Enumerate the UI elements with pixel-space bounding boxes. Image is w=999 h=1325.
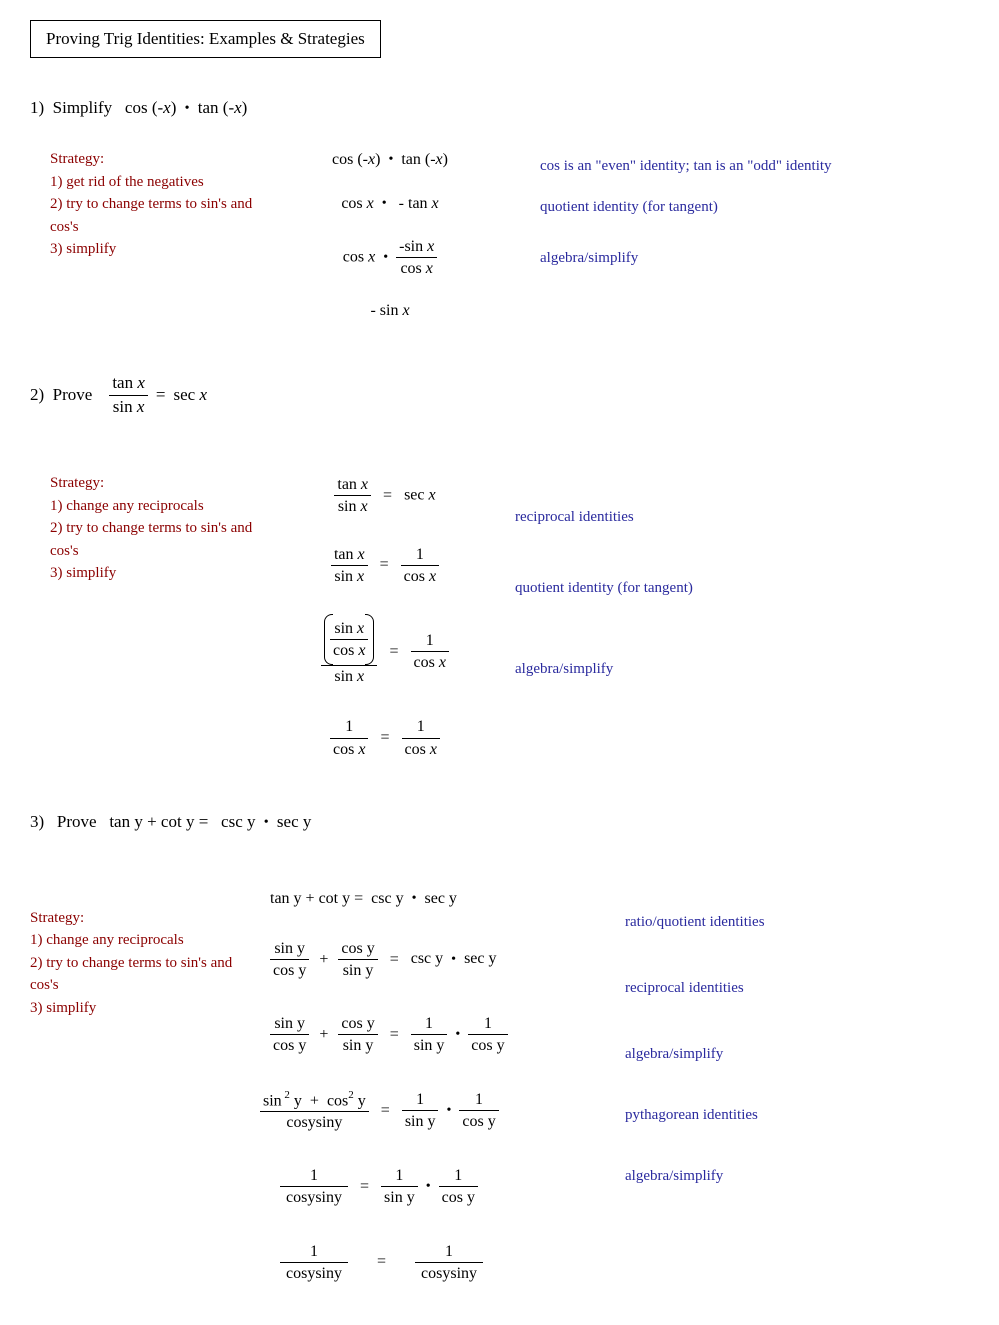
work-line: cos x • - tan x <box>255 195 525 213</box>
problem-2-work: tan xsin x = sec x tan xsin x = 1cos x s… <box>270 467 500 767</box>
problem-3-strategy: Strategy: 1) change any reciprocals 2) t… <box>30 882 260 1020</box>
note-line: quotient identity (for tangent) <box>515 578 969 599</box>
problem-2-notes: reciprocal identities quotient identity … <box>500 467 969 680</box>
work-line: 1cosysiny = 1cosysiny <box>260 1242 610 1283</box>
note-line: cos is an "even" identity; tan is an "od… <box>540 156 969 177</box>
problem-2-strategy: Strategy: 1) change any reciprocals 2) t… <box>30 467 270 585</box>
problem-1-body: Strategy: 1) get rid of the negatives 2)… <box>30 143 969 328</box>
work-line: sin ycos y + cos ysin y = 1sin y • 1cos … <box>260 1014 610 1055</box>
problem-1-strategy: Strategy: 1) get rid of the negatives 2)… <box>30 143 255 261</box>
note-line: pythagorean identities <box>625 1105 969 1126</box>
work-line: 1cosysiny = 1sin y • 1cos y <box>260 1166 610 1207</box>
document-title: Proving Trig Identities: Examples & Stra… <box>30 20 381 58</box>
strategy-heading: Strategy: <box>50 148 255 171</box>
work-line: sin ycos y + cos ysin y = csc y • sec y <box>260 939 610 980</box>
strategy-line: 2) try to change terms to sin's and cos'… <box>50 193 255 238</box>
strategy-line: 3) simplify <box>30 997 260 1020</box>
work-line: tan xsin x = sec x <box>270 475 500 516</box>
note-line: quotient identity (for tangent) <box>540 197 969 218</box>
work-line: cos (-x) • tan (-x) <box>255 151 525 169</box>
strategy-heading: Strategy: <box>50 472 270 495</box>
work-line: 1cos x = 1cos x <box>270 717 500 758</box>
problem-1-label: 1) Simplify cos (-x) • tan (-x) <box>30 98 969 118</box>
note-line: algebra/simplify <box>515 659 969 680</box>
strategy-line: 3) simplify <box>50 562 270 585</box>
problem-3-notes: ratio/quotient identities reciprocal ide… <box>610 882 969 1187</box>
problem-3-body: Strategy: 1) change any reciprocals 2) t… <box>30 882 969 1291</box>
problem-2-body: Strategy: 1) change any reciprocals 2) t… <box>30 467 969 767</box>
work-line: - sin x <box>255 302 525 320</box>
work-line: tan y + cot y = csc y • sec y <box>260 890 610 908</box>
strategy-line: 1) get rid of the negatives <box>50 171 255 194</box>
work-line: tan xsin x = 1cos x <box>270 545 500 586</box>
note-line: reciprocal identities <box>515 507 969 528</box>
problem-1-notes: cos is an "even" identity; tan is an "od… <box>525 143 969 269</box>
work-line: cos x • -sin xcos x <box>255 237 525 278</box>
strategy-line: 1) change any reciprocals <box>50 495 270 518</box>
note-line: algebra/simplify <box>625 1044 969 1065</box>
problem-3-work: tan y + cot y = csc y • sec y sin ycos y… <box>260 882 610 1291</box>
strategy-line: 1) change any reciprocals <box>30 929 260 952</box>
problem-3-label: 3) Prove tan y + cot y = csc y • sec y <box>30 812 969 832</box>
note-line: reciprocal identities <box>625 978 969 999</box>
note-line: algebra/simplify <box>540 248 969 269</box>
problem-1-work: cos (-x) • tan (-x) cos x • - tan x cos … <box>255 143 525 328</box>
strategy-line: 2) try to change terms to sin's and cos'… <box>50 517 270 562</box>
note-line: algebra/simplify <box>625 1166 969 1187</box>
work-line: sin 2 y + cos2 ycosysiny = 1sin y • 1cos… <box>260 1090 610 1133</box>
strategy-line: 3) simplify <box>50 238 255 261</box>
strategy-heading: Strategy: <box>30 907 260 930</box>
work-line: sin xcos x sin x = 1cos x <box>270 617 500 687</box>
strategy-line: 2) try to change terms to sin's and cos'… <box>30 952 260 997</box>
note-line: ratio/quotient identities <box>625 912 969 933</box>
problem-2-label: 2) Prove tan xsin x = sec x <box>30 373 969 417</box>
